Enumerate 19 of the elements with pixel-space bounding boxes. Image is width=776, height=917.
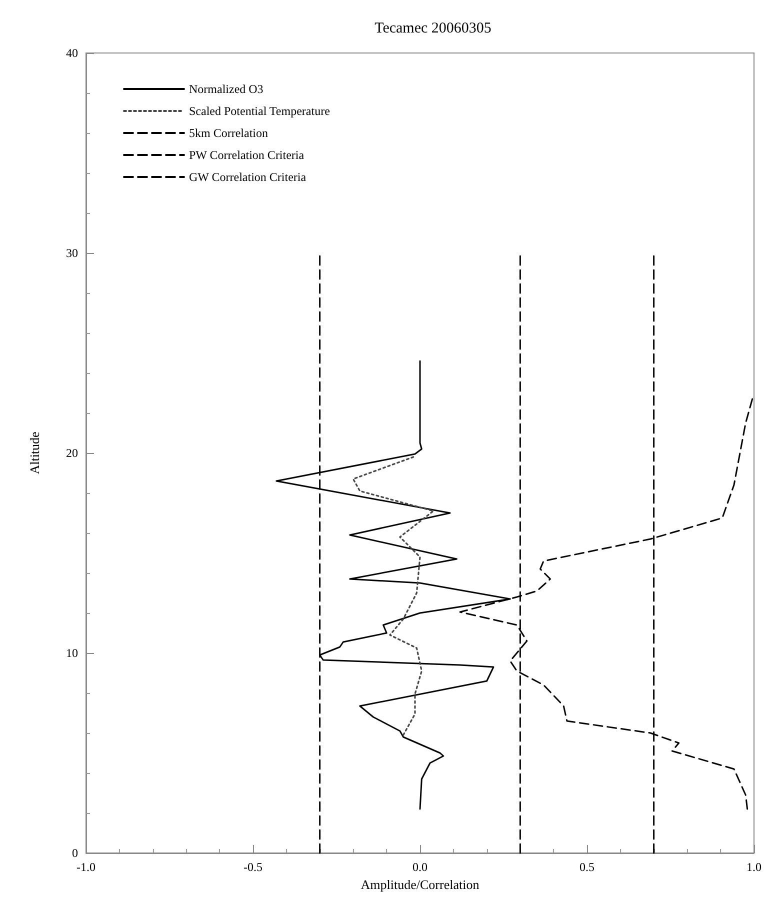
legend-label: PW Correlation Criteria [189, 148, 305, 162]
chart-title: Tecamec 20060305 [374, 20, 492, 36]
y-tick-label: 40 [66, 46, 78, 60]
y-tick-label: 0 [72, 846, 78, 860]
y-axis-title: Altitude [27, 431, 42, 474]
y-tick-label: 30 [66, 246, 78, 260]
x-tick-label: 1.0 [746, 860, 762, 874]
y-tick-label: 20 [66, 446, 78, 460]
legend-label: Normalized O3 [189, 82, 264, 96]
x-tick-label: -1.0 [76, 860, 96, 874]
y-tick-label: 10 [66, 646, 78, 660]
line-series [352, 456, 434, 736]
x-tick-label: 0.0 [412, 860, 428, 874]
x-axis-title: Amplitude/Correlation [360, 876, 480, 892]
legend-label: GW Correlation Criteria [189, 170, 307, 184]
legend-label: Scaled Potential Temperature [189, 104, 330, 118]
x-tick-label: -0.5 [244, 860, 262, 874]
legend-label: 5km Correlation [189, 126, 268, 140]
x-tick-label: 0.5 [580, 860, 594, 874]
